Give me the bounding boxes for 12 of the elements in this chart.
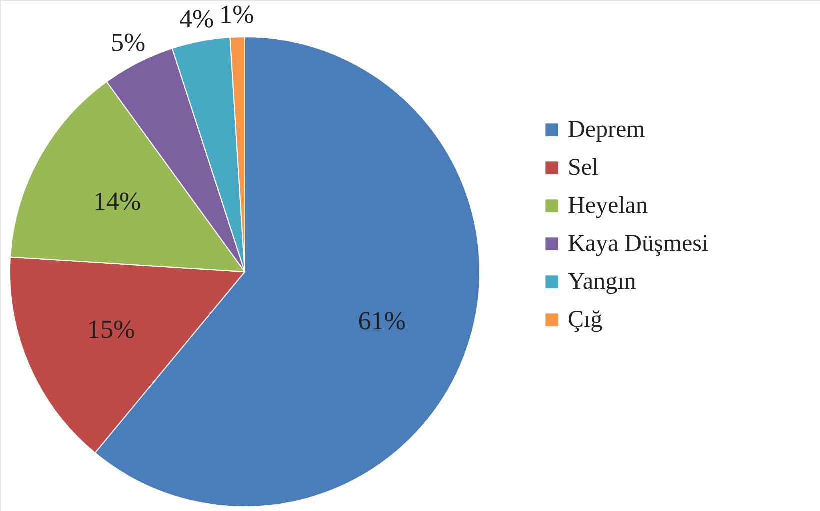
data-label: 1% bbox=[220, 0, 254, 30]
data-label: 4% bbox=[180, 4, 214, 34]
data-label: 14% bbox=[93, 186, 142, 216]
data-label: 15% bbox=[87, 314, 136, 344]
legend-label: Kaya Düşmesi bbox=[568, 231, 709, 257]
legend-label: Sel bbox=[568, 155, 599, 181]
data-label: 61% bbox=[358, 306, 406, 336]
legend-label: Deprem bbox=[568, 117, 646, 143]
legend-label: Yangın bbox=[568, 269, 636, 295]
data-label: 5% bbox=[110, 28, 146, 58]
legend-label: Heyelan bbox=[568, 193, 648, 219]
legend-label: Çığ bbox=[568, 307, 603, 333]
